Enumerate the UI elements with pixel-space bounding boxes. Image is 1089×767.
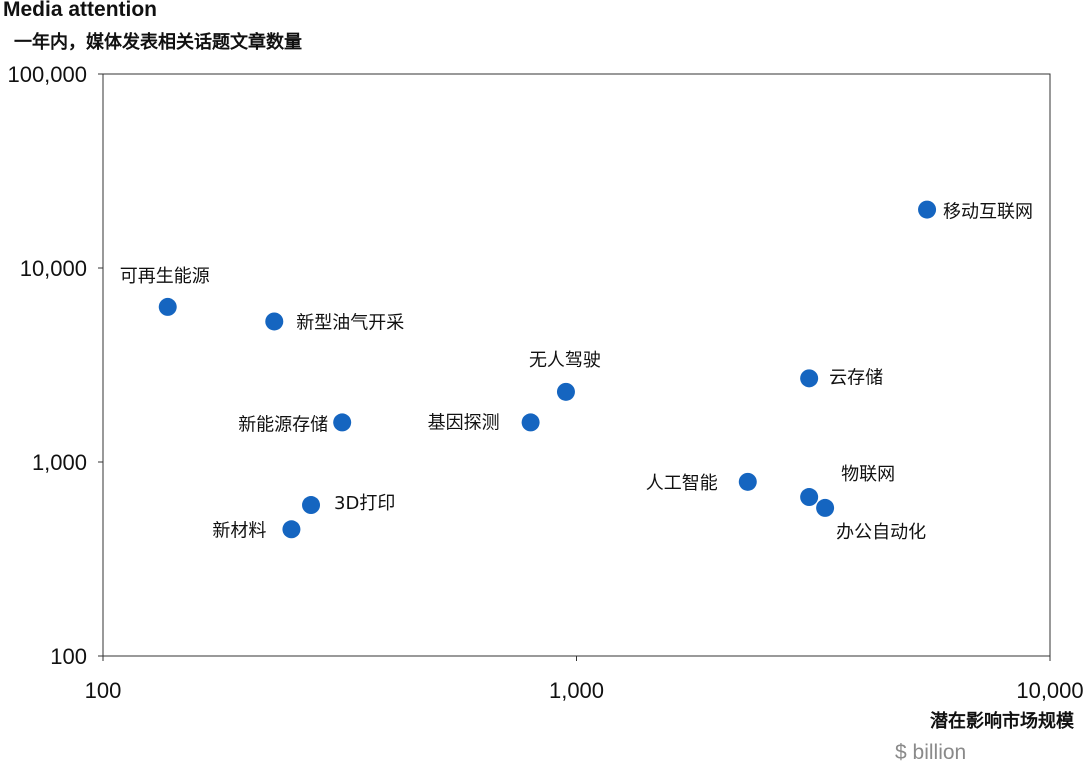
data-point — [800, 369, 819, 388]
data-point — [800, 488, 819, 507]
data-point — [265, 312, 284, 331]
data-point-label: 新材料 — [212, 520, 266, 541]
data-point-label: 新能源存储 — [238, 414, 328, 435]
data-point-label: 基因探测 — [428, 412, 500, 433]
data-point — [158, 297, 177, 316]
data-point-label: 移动互联网 — [943, 202, 1033, 223]
data-point — [918, 200, 937, 219]
data-point-label: 办公自动化 — [836, 522, 926, 543]
data-point-label: 3D打印 — [334, 493, 395, 514]
data-point-label: 人工智能 — [646, 473, 718, 494]
x-axis-unit: $ billion — [895, 741, 966, 764]
data-point — [282, 520, 301, 539]
x-tick-label: 10,000 — [1016, 678, 1083, 703]
x-axis-label: 潜在影响市场规模 — [930, 710, 1075, 732]
x-tick-label: 1,000 — [549, 678, 604, 703]
data-point — [816, 498, 835, 517]
data-point-label: 新型油气开采 — [296, 312, 404, 333]
data-point-label: 可再生能源 — [120, 266, 210, 287]
y-tick-label: 1,000 — [32, 450, 87, 475]
plot-area — [102, 73, 1051, 657]
chart-subtitle: 一年内，媒体发表相关话题文章数量 — [14, 32, 302, 53]
data-point — [738, 472, 757, 491]
data-point — [521, 413, 540, 432]
chart-title: Media attention — [3, 0, 158, 21]
y-tick-label: 10,000 — [20, 256, 87, 281]
data-point-label: 物联网 — [841, 464, 895, 485]
y-tick-label: 100,000 — [7, 62, 87, 87]
data-point — [333, 413, 352, 432]
data-point — [302, 496, 321, 515]
data-point — [556, 382, 575, 401]
data-point-label: 无人驾驶 — [529, 350, 601, 371]
y-tick-label: 100 — [50, 644, 87, 669]
data-point-label: 云存储 — [829, 367, 883, 388]
x-tick-label: 100 — [85, 678, 122, 703]
